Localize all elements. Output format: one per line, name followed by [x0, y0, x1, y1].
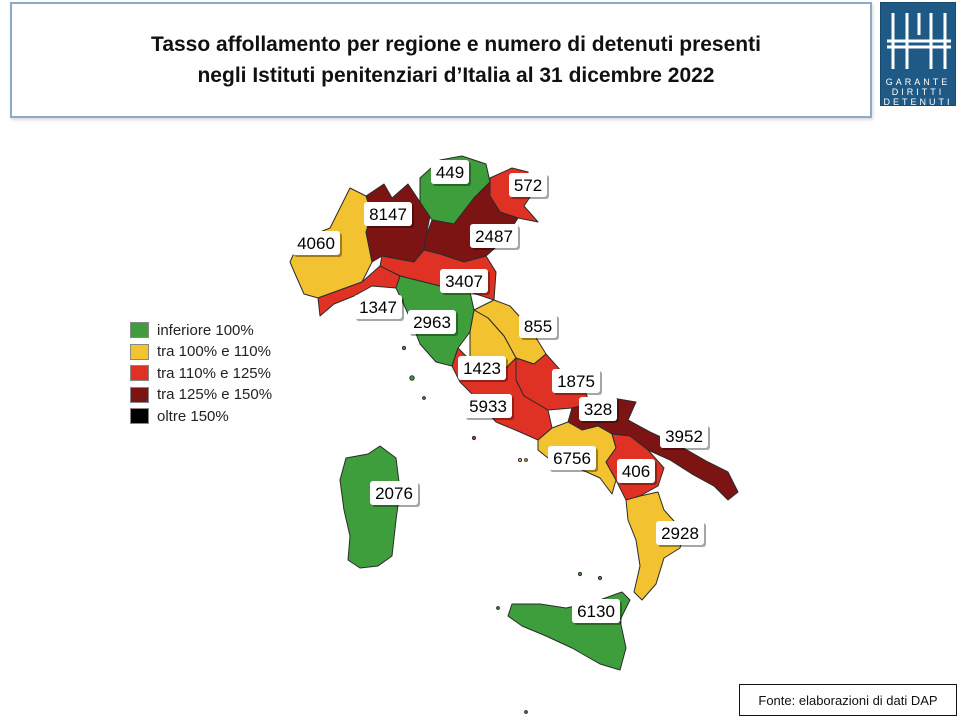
label-text: 3952 [665, 427, 703, 446]
region-value-label: 6756 [548, 446, 598, 472]
region-value-label: 572 [509, 173, 549, 199]
region-value-label: 328 [579, 397, 619, 423]
legend-item: oltre 150% [130, 406, 310, 426]
logo-text-3: DETENUTI [883, 97, 953, 107]
island-stromboli [577, 571, 583, 577]
label-box [656, 521, 704, 545]
label-text: 572 [514, 176, 542, 195]
region-value-label: 8147 [364, 202, 414, 228]
region-value-label: 3407 [440, 269, 490, 295]
label-text: 406 [622, 462, 650, 481]
legend-label: oltre 150% [157, 407, 229, 425]
label-box [370, 481, 418, 505]
label-box [548, 446, 596, 470]
label-text: 1423 [463, 359, 501, 378]
region-value-label: 4060 [292, 231, 342, 257]
label-text: 4060 [297, 234, 335, 253]
legend-label: tra 110% e 125% [157, 364, 271, 382]
label-text: 5933 [469, 397, 507, 416]
logo-grid-icon [887, 13, 951, 69]
region-calabria [625, 491, 685, 601]
island-giglio [422, 396, 426, 400]
region-value-label: 855 [519, 314, 559, 340]
label-box [292, 231, 340, 255]
legend: inferiore 100% tra 100% e 110% tra 110% … [130, 320, 310, 428]
region-sardegna [339, 445, 401, 569]
legend-swatch [130, 343, 149, 360]
title-box: Tasso affollamento per regione e numero … [10, 2, 872, 118]
label-text: 1875 [557, 372, 595, 391]
region-value-label: 5933 [464, 394, 514, 420]
legend-item: tra 110% e 125% [130, 363, 310, 383]
label-box [519, 314, 557, 338]
region-value-label: 1875 [552, 369, 602, 395]
title-line-2: negli Istituti penitenziari d’Italia al … [197, 64, 715, 87]
label-text: 2928 [661, 524, 699, 543]
label-box [440, 269, 488, 293]
region-value-label: 1423 [458, 356, 508, 382]
label-text: 2487 [475, 227, 513, 246]
island-elba [409, 375, 415, 381]
region-value-label: 1347 [354, 295, 404, 321]
source-note: Fonte: elaborazioni di dati DAP [739, 684, 957, 716]
label-text: 6130 [577, 602, 615, 621]
label-text: 3407 [445, 272, 483, 291]
value-labels: 4060 8147 449 572 2487 3407 1347 2963 855 1423 187… [292, 160, 710, 625]
label-box [464, 394, 512, 418]
label-box [431, 160, 469, 184]
label-box [660, 424, 708, 448]
legend-item: tra 125% e 150% [130, 385, 310, 405]
island-gorgona [401, 345, 407, 351]
island-capri [524, 458, 528, 462]
legend-item: tra 100% e 110% [130, 342, 310, 362]
label-text: 1347 [359, 298, 397, 317]
label-box [579, 397, 617, 421]
label-box [509, 173, 547, 197]
title-line-1: Tasso affollamento per regione e numero … [151, 33, 761, 56]
label-text: 328 [584, 400, 612, 419]
legend-swatch [130, 322, 149, 338]
label-box [470, 224, 518, 248]
legend-label: tra 100% e 110% [157, 343, 271, 360]
island-egadi [496, 606, 500, 610]
logo-text-2: DIRITTI [891, 87, 945, 97]
region-value-label: 3952 [660, 424, 710, 450]
legend-item: inferiore 100% [130, 320, 310, 340]
legend-swatch [130, 365, 149, 381]
logo-text-1: GARANTE [885, 77, 951, 87]
label-box [617, 459, 655, 483]
label-text: 2963 [413, 313, 451, 332]
legend-swatch [130, 386, 149, 403]
island-lipari [597, 575, 603, 581]
region-value-label: 2928 [656, 521, 706, 547]
island-ischia [517, 457, 523, 463]
region-value-label: 406 [617, 459, 657, 485]
label-box [364, 202, 412, 226]
label-box [458, 356, 506, 380]
island-lampedusa [524, 710, 528, 714]
legend-label: tra 125% e 150% [157, 386, 273, 403]
region-value-label: 6130 [572, 599, 622, 625]
label-text: 855 [524, 317, 552, 336]
label-box [354, 295, 402, 319]
label-text: 2076 [375, 484, 413, 503]
region-value-label: 2076 [370, 481, 420, 507]
label-box [572, 599, 620, 623]
region-value-label: 449 [431, 160, 471, 186]
label-text: 449 [436, 163, 464, 182]
garante-logo: GARANTE DIRITTI DETENUTI [880, 2, 956, 107]
label-text: 8147 [369, 205, 407, 224]
label-box [552, 369, 600, 393]
label-text: 6756 [553, 449, 591, 468]
region-value-label: 2487 [470, 224, 520, 250]
legend-swatch [130, 408, 149, 424]
island-ponza [471, 435, 477, 441]
label-box [408, 310, 456, 334]
legend-label: inferiore 100% [157, 321, 254, 339]
region-value-label: 2963 [408, 310, 458, 336]
